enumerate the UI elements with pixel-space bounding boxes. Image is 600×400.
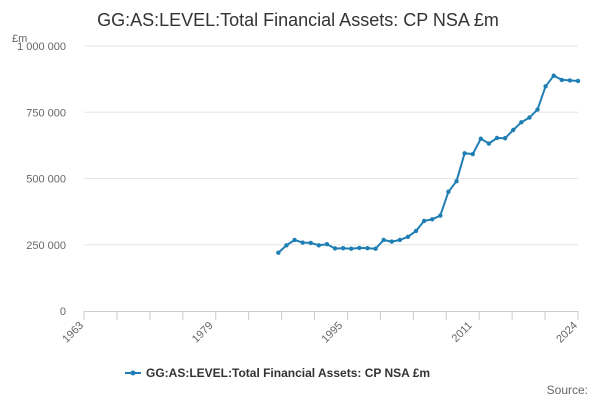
source-label: Source: [547,383,588,397]
data-point[interactable] [284,243,289,248]
data-point[interactable] [308,240,313,246]
data-point[interactable] [527,115,532,120]
x-tick-label: 1963 [60,320,86,346]
data-point[interactable] [519,120,524,125]
data-point[interactable] [332,246,338,251]
data-point[interactable] [446,189,451,194]
data-point[interactable] [413,228,419,234]
data-point[interactable] [373,246,378,251]
data-point[interactable] [365,245,370,251]
y-tick-label: 0 [60,306,66,318]
data-point[interactable] [543,84,548,89]
data-point[interactable] [575,78,581,84]
y-tick-label: 750 000 [26,107,66,119]
data-point[interactable] [381,237,386,243]
data-point[interactable] [551,73,556,78]
data-point[interactable] [511,127,516,133]
series-group [276,73,581,255]
x-axis: 1963 1979 1995 2011 2024 [60,311,580,345]
data-point[interactable] [340,245,346,251]
gridlines [84,45,578,246]
x-tick-label: 1995 [319,320,345,346]
y-tick-label: 500 000 [26,174,66,186]
legend-marker-symbol [130,370,136,376]
data-point[interactable] [430,217,435,222]
data-point[interactable] [300,240,305,245]
y-tick-label: 1 000 000 [17,41,66,53]
data-point[interactable] [454,178,459,184]
data-point[interactable] [292,237,297,243]
data-point[interactable] [462,151,467,156]
y-axis-ticks: 0 250 000 500 000 750 000 1 000 000 [17,41,66,318]
data-point[interactable] [535,107,540,112]
data-point[interactable] [494,135,500,141]
data-point[interactable] [357,245,362,251]
data-point[interactable] [438,213,443,218]
data-point[interactable] [486,141,492,146]
data-point[interactable] [316,243,322,248]
data-point[interactable] [559,77,565,83]
chart-title: GG:AS:LEVEL:Total Financial Assets: CP N… [97,10,499,30]
data-point[interactable] [389,239,394,244]
data-point[interactable] [405,234,411,239]
legend[interactable]: GG:AS:LEVEL:Total Financial Assets: CP N… [125,366,430,380]
x-tick-label: 2011 [450,320,475,345]
y-axis-unit-label: £m [12,33,27,45]
data-point[interactable] [397,237,403,243]
x-tick-label: 2024 [554,320,580,346]
data-point[interactable] [502,136,508,141]
data-point[interactable] [421,218,427,224]
x-tick-label: 1979 [190,320,216,346]
data-point[interactable] [470,151,475,157]
y-tick-label: 250 000 [26,240,66,252]
data-point[interactable] [567,78,573,83]
series-line [277,74,579,254]
data-point[interactable] [324,242,330,247]
legend-item-label[interactable]: GG:AS:LEVEL:Total Financial Assets: CP N… [146,366,430,380]
data-point[interactable] [276,250,281,255]
data-point[interactable] [478,136,484,141]
data-point[interactable] [349,246,354,251]
